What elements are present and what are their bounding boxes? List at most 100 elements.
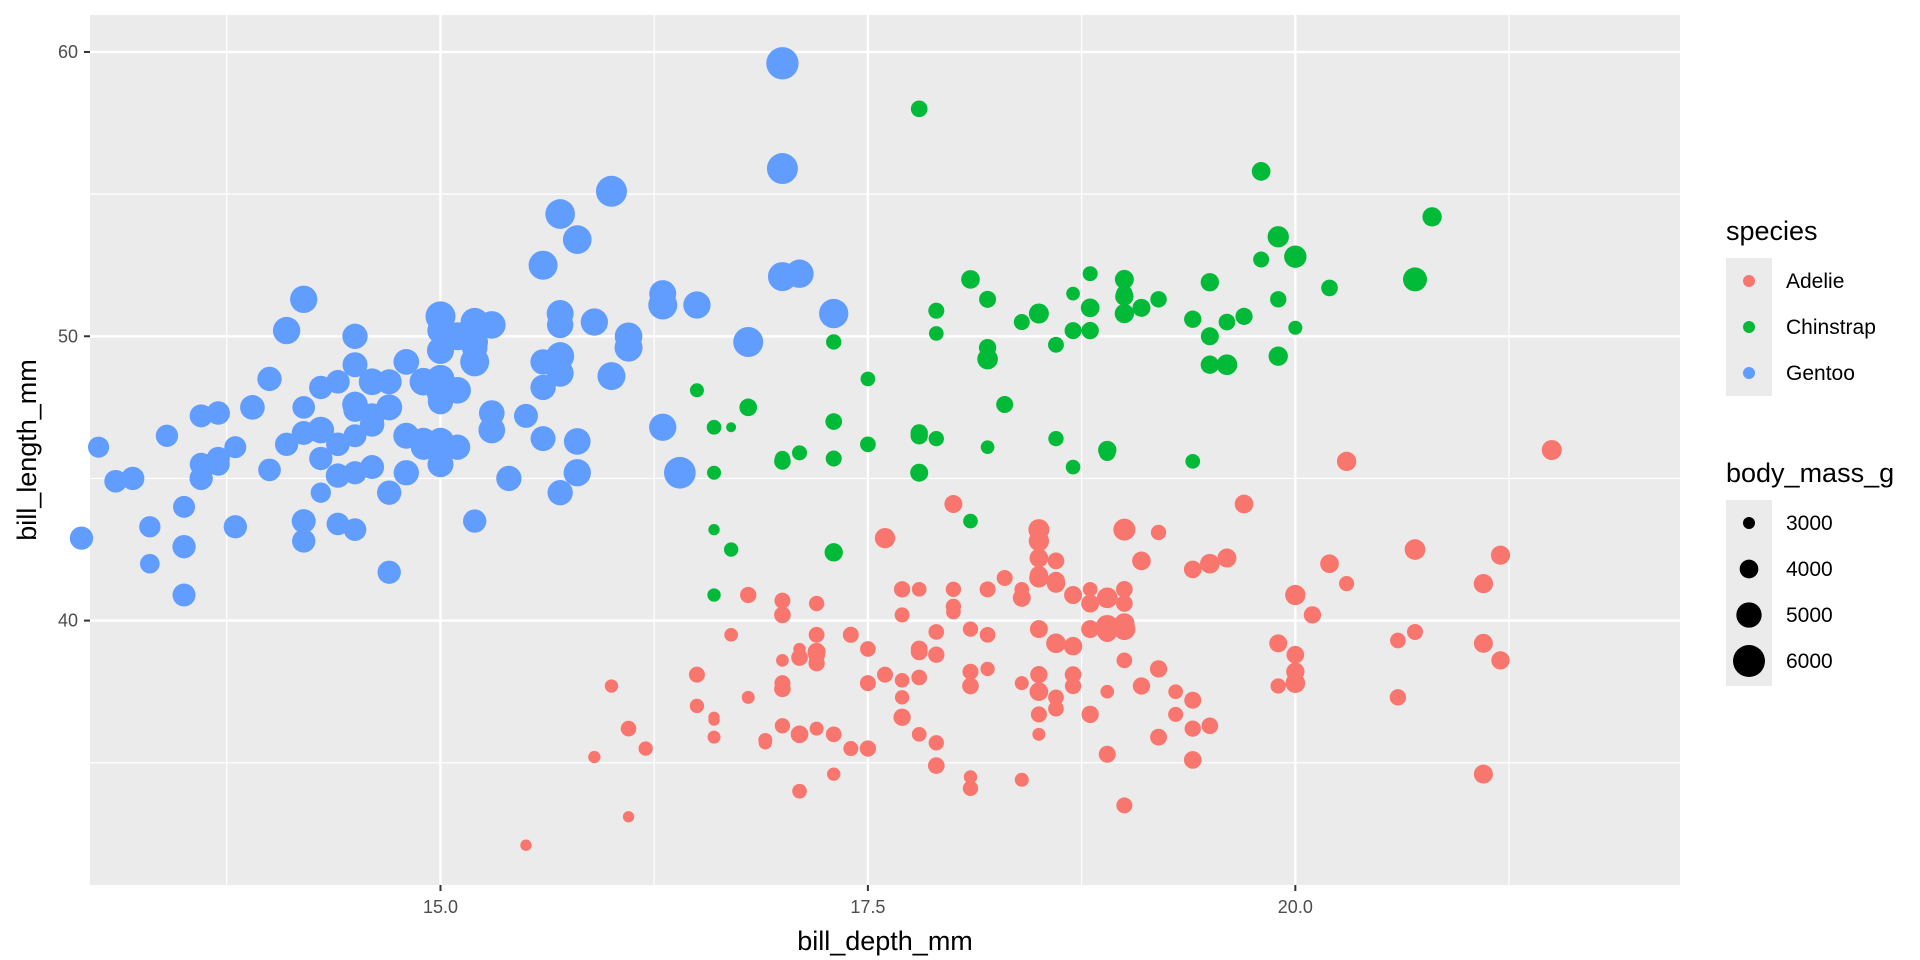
point-adelie [1336, 451, 1357, 472]
point-gentoo [444, 434, 471, 460]
point-chinstrap [1080, 298, 1100, 318]
point-chinstrap [1099, 444, 1116, 462]
point-gentoo [173, 495, 196, 518]
point-adelie [774, 675, 791, 692]
point-adelie [1014, 676, 1029, 691]
point-chinstrap [860, 371, 876, 387]
point-gentoo [139, 516, 161, 538]
point-gentoo [563, 459, 591, 487]
point-gentoo [326, 512, 350, 536]
point-chinstrap [963, 513, 978, 529]
point-adelie [1082, 581, 1098, 597]
legend-label-adelie: Adelie [1786, 270, 1844, 293]
point-gentoo [614, 322, 643, 351]
point-chinstrap [689, 383, 704, 398]
point-gentoo [545, 199, 575, 229]
point-gentoo [69, 526, 94, 550]
point-chinstrap [1253, 251, 1270, 268]
point-chinstrap [1422, 207, 1442, 227]
point-adelie [1150, 524, 1167, 541]
point-chinstrap [1064, 322, 1082, 340]
point-gentoo [377, 480, 402, 505]
point-chinstrap [928, 302, 945, 319]
point-adelie [928, 735, 944, 751]
point-adelie [1490, 545, 1511, 565]
point-gentoo [121, 466, 145, 491]
point-adelie [843, 741, 859, 757]
point-adelie [1168, 684, 1183, 700]
point-chinstrap [707, 465, 722, 480]
point-adelie [1217, 548, 1237, 568]
point-chinstrap [1185, 454, 1201, 469]
point-gentoo [377, 560, 401, 584]
point-gentoo [258, 458, 281, 482]
point-chinstrap [1066, 286, 1080, 301]
point-adelie [874, 527, 896, 549]
point-adelie [1064, 677, 1082, 695]
size-legend-label: 4000 [1786, 558, 1833, 581]
point-gentoo [310, 482, 331, 503]
point-adelie [927, 757, 945, 774]
x-tick-label: 15.0 [423, 897, 458, 917]
size-legend-label: 6000 [1786, 650, 1833, 673]
point-gentoo [206, 401, 230, 425]
point-adelie [689, 698, 705, 714]
point-adelie [962, 663, 979, 680]
point-adelie [1168, 706, 1184, 722]
point-adelie [774, 718, 791, 734]
point-gentoo [546, 311, 574, 339]
legend-key-adelie [1743, 275, 1755, 287]
point-adelie [1303, 606, 1322, 624]
point-adelie [638, 741, 653, 756]
size-legend-title: body_mass_g [1726, 458, 1894, 488]
point-adelie [1390, 632, 1406, 649]
point-chinstrap [774, 450, 791, 467]
point-adelie [979, 581, 996, 598]
point-adelie [1149, 660, 1168, 678]
point-gentoo [733, 326, 764, 357]
point-adelie [1046, 633, 1066, 654]
point-adelie [1320, 554, 1339, 574]
point-adelie [1270, 678, 1286, 694]
point-gentoo [766, 153, 798, 185]
point-gentoo [427, 389, 454, 415]
point-adelie [1184, 720, 1201, 737]
point-chinstrap [825, 450, 842, 467]
point-adelie [1030, 706, 1047, 723]
y-tick-label: 60 [58, 42, 78, 62]
point-chinstrap [1267, 226, 1289, 248]
point-adelie [894, 607, 910, 623]
point-chinstrap [910, 427, 928, 445]
point-gentoo [530, 426, 556, 452]
point-adelie [808, 595, 825, 612]
point-gentoo [393, 349, 420, 375]
point-adelie [859, 675, 876, 692]
point-chinstrap [1200, 327, 1219, 346]
point-gentoo [343, 518, 367, 541]
point-gentoo [649, 413, 677, 441]
point-adelie [944, 495, 963, 514]
point-gentoo [359, 412, 385, 437]
point-adelie [859, 740, 877, 757]
point-gentoo [172, 535, 196, 559]
point-gentoo [513, 403, 538, 428]
point-adelie [740, 586, 757, 604]
point-adelie [1046, 571, 1065, 590]
point-chinstrap [860, 436, 876, 453]
point-adelie [963, 770, 978, 784]
gridlines [90, 15, 1680, 885]
point-chinstrap [1251, 162, 1271, 181]
point-adelie [808, 655, 825, 672]
point-gentoo [309, 446, 333, 471]
point-chinstrap [1116, 285, 1133, 302]
point-adelie [622, 811, 635, 823]
point-adelie [1541, 440, 1562, 460]
point-chinstrap [1048, 336, 1064, 353]
point-adelie [1063, 636, 1083, 656]
point-gentoo [342, 323, 368, 349]
point-chinstrap [1132, 298, 1151, 317]
point-chinstrap [726, 422, 737, 433]
point-chinstrap [1184, 310, 1202, 328]
point-adelie [1032, 727, 1046, 741]
